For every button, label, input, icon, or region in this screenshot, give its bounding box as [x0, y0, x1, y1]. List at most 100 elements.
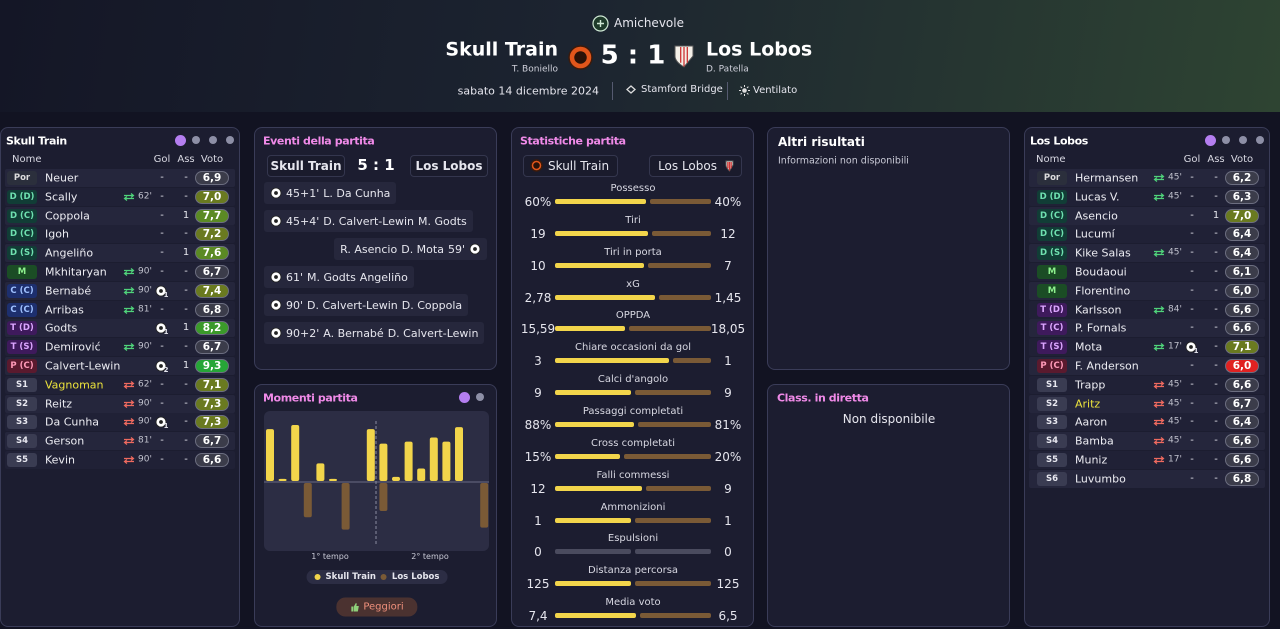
- row-bg: [5, 263, 235, 281]
- assists: -: [1214, 266, 1218, 277]
- stat-label: Chiare occasioni da gol: [575, 342, 691, 354]
- competition-icon: [592, 15, 609, 32]
- icon-part: [626, 85, 636, 94]
- row-bg: [5, 206, 235, 225]
- column-header: Ass: [1207, 154, 1225, 165]
- weather: Ventilato: [753, 85, 798, 96]
- goals: -: [160, 228, 164, 240]
- panel-title: Statistiche partita: [520, 134, 626, 148]
- player-name: Neuer: [45, 171, 79, 185]
- player-name: Da Cunha: [45, 415, 100, 429]
- sub-icon: [123, 418, 135, 427]
- rating-pill: 7,0: [195, 189, 229, 204]
- assists: -: [1214, 322, 1218, 334]
- home-badge: [568, 45, 593, 70]
- row-bg: [5, 187, 235, 206]
- goals: -: [1190, 378, 1194, 390]
- event-player: M. Godts: [307, 270, 356, 284]
- ball-icon: [270, 187, 282, 199]
- sub-icon: [1153, 456, 1165, 464]
- icon-part: [533, 162, 540, 169]
- sub-icon: [1153, 249, 1165, 258]
- weather-icon: [739, 85, 750, 96]
- stat-label: xG: [626, 278, 640, 290]
- row-bg: [1029, 281, 1265, 300]
- event-player: D. Mota: [401, 242, 444, 256]
- sub-icon: [1153, 305, 1165, 314]
- rating-pill: 7,6: [195, 246, 229, 261]
- goals: -: [160, 454, 164, 465]
- rating-pill: 6,6: [195, 453, 229, 467]
- away-momentum-bar: [303, 483, 312, 518]
- goals: -: [160, 303, 164, 315]
- position-badge: S5: [7, 453, 37, 467]
- goals: -: [1190, 190, 1194, 202]
- page-dot: [1205, 135, 1216, 146]
- goals: 1: [163, 422, 169, 431]
- team-box: Los Lobos: [410, 155, 488, 177]
- goals: -: [1190, 303, 1194, 315]
- goals: -: [1190, 172, 1194, 183]
- thumb-icon: [351, 603, 359, 612]
- panel-title: Los Lobos: [1030, 134, 1088, 148]
- icon-part: [574, 51, 587, 64]
- rating-pill: 7,4: [195, 283, 229, 298]
- icon-part: [1153, 383, 1164, 389]
- player-name: Hermansen: [1075, 171, 1139, 185]
- row-bg: [1029, 432, 1265, 451]
- position-badge: C (C): [7, 302, 37, 317]
- rating-pill: 6,8: [195, 302, 229, 317]
- position-badge: T (C): [1037, 321, 1067, 336]
- icon-part: [1154, 437, 1165, 443]
- row-bg: [5, 225, 235, 244]
- goals: -: [1190, 472, 1194, 484]
- assists: -: [1214, 247, 1218, 259]
- sub-minute: 45': [1168, 398, 1182, 409]
- ball-icon: [155, 285, 167, 297]
- position-badge: Por: [1037, 171, 1067, 185]
- column-header: Nome: [12, 154, 42, 165]
- goal-event: R. Asencio D. Mota 59': [334, 238, 487, 260]
- goal-event: 45+1' L. Da Cunha: [264, 182, 397, 204]
- ball-icon: [1185, 341, 1197, 353]
- worst-button[interactable]: Peggiori: [336, 597, 418, 617]
- icon-part: [123, 289, 134, 295]
- player-name: Kevin: [45, 453, 75, 467]
- sub-minute: 90': [138, 266, 152, 277]
- position-badge: M: [1037, 283, 1067, 298]
- event-player: M. Godts: [418, 214, 467, 228]
- assists: -: [184, 284, 188, 296]
- home-momentum-bar: [291, 425, 300, 481]
- period-label: 1° tempo: [311, 552, 349, 562]
- panel-text: Informazioni non disponibili: [778, 155, 909, 167]
- icon-part: [124, 192, 135, 198]
- assists: -: [184, 228, 188, 240]
- column-header: Ass: [177, 154, 195, 165]
- player-name: Kike Salas: [1075, 246, 1131, 260]
- home-stat-bar: [555, 485, 642, 491]
- away-stat-bar: [635, 581, 711, 587]
- column-header: Nome: [1036, 154, 1066, 165]
- assists: -: [1214, 378, 1218, 390]
- icon-part: [124, 286, 135, 292]
- assists: -: [184, 416, 188, 428]
- icon-part: [1153, 195, 1164, 201]
- player-name: Igoh: [45, 227, 69, 241]
- home-momentum-bar: [329, 478, 337, 481]
- stat-label: OPPDA: [615, 310, 651, 322]
- player-name: Florentino: [1075, 284, 1131, 298]
- position-badge: D (C): [7, 227, 37, 242]
- position-badge: Por: [7, 171, 37, 185]
- stat-label: Distanza percorsa: [587, 565, 679, 577]
- icon-part: [1153, 177, 1164, 182]
- rating-pill: 7,1: [195, 377, 229, 392]
- icon-part: [1153, 346, 1164, 352]
- stat-value: 19: [530, 226, 546, 241]
- icon-part: [274, 191, 278, 195]
- page-dot: [226, 136, 234, 144]
- position-badge: S6: [1037, 471, 1067, 486]
- position-badge: D (C): [1037, 208, 1067, 223]
- team-box: Skull Train: [267, 155, 345, 177]
- row-bg: [1029, 469, 1265, 488]
- button-label: Peggiori: [363, 601, 404, 613]
